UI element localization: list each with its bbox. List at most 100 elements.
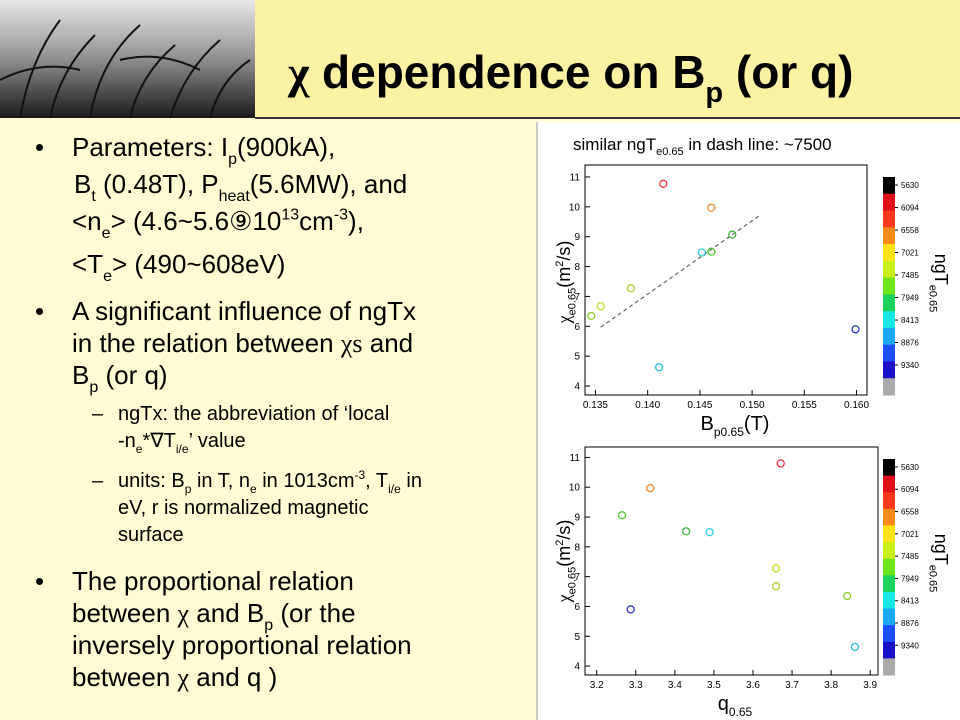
dash-line xyxy=(600,214,761,328)
text-run: 2 xyxy=(554,261,566,267)
colorbar-segment xyxy=(883,575,895,593)
text-run: χ xyxy=(287,47,310,98)
y-axis-label: χe0.65(m2/s) xyxy=(554,520,579,604)
body-line: between χ and Bp (or the xyxy=(72,598,356,634)
text-run: ∇ xyxy=(149,430,164,452)
slide-title: χ dependence on Bp (or q) xyxy=(287,46,853,109)
data-point xyxy=(596,302,605,311)
y-axis-label: χe0.65(m2/s) xyxy=(554,241,579,325)
colorbar-segment xyxy=(883,210,895,228)
text-run: 13 xyxy=(281,207,299,224)
colorbar-segment xyxy=(883,558,895,576)
text-run: B xyxy=(701,413,714,435)
data-point xyxy=(659,179,668,188)
text-run: p xyxy=(185,482,192,496)
y-tick-label: 5 xyxy=(574,352,580,363)
text-run: e xyxy=(250,482,257,496)
text-run: in the relation between xyxy=(72,328,341,358)
data-point xyxy=(771,582,781,591)
text-run: e xyxy=(103,268,112,285)
x-tick-label: 3.8 xyxy=(824,680,838,691)
x-tick-label: 0.150 xyxy=(740,400,765,411)
colorbar-tick-label: 6558 xyxy=(901,226,919,235)
body-line: surface xyxy=(118,524,184,546)
colorbar-segment xyxy=(883,658,895,676)
colorbar-tick-label: 8413 xyxy=(901,597,919,606)
data-point xyxy=(697,248,707,257)
text-run: -n xyxy=(118,430,136,452)
text-run: i/e xyxy=(388,482,401,496)
text-run: 0.65 xyxy=(729,705,753,719)
body-line: A significant influence of ngTx xyxy=(72,296,416,326)
colorbar-segment xyxy=(883,378,895,396)
text-run: 10 xyxy=(252,206,281,236)
bullet-marker: • xyxy=(35,296,44,326)
text-run: (T) xyxy=(744,413,770,435)
body-line: Bt (0.48T), Pheat(5.6MW), and xyxy=(74,169,407,205)
data-point xyxy=(646,483,655,493)
text-run: in dash line: ~7500 xyxy=(684,135,832,154)
data-point xyxy=(587,311,596,320)
text-run: -3 xyxy=(355,468,366,482)
x-tick-label: 3.4 xyxy=(668,680,682,691)
colorbar-segment xyxy=(883,459,895,477)
body-line: -ne*∇Ti/e’ value xyxy=(118,430,246,456)
text-run: e xyxy=(102,225,111,242)
text-run: p xyxy=(89,379,98,396)
colorbar-segment xyxy=(883,542,895,560)
chart-title: similar ngTe0.65 in dash line: ~7500 xyxy=(573,135,832,158)
text-run: in T, n xyxy=(191,470,250,492)
body-line: between χ and q ) xyxy=(72,662,277,692)
data-point xyxy=(682,527,691,536)
text-run: t xyxy=(91,188,96,205)
text-run: (or q) xyxy=(723,46,853,98)
text-run: χs xyxy=(340,329,363,358)
text-run: , T xyxy=(365,470,388,492)
data-point xyxy=(728,230,737,239)
text-run: (m xyxy=(554,546,574,567)
colorbar-tick-label: 6094 xyxy=(901,204,919,213)
colorbar-segment xyxy=(883,193,895,212)
colorbar-tick-label: 9340 xyxy=(901,641,919,650)
text-run: heat xyxy=(219,188,251,205)
body-line: ngTx: the abbreviation of ‘local xyxy=(118,403,389,425)
text-run: B xyxy=(72,360,89,390)
x-tick-label: 3.9 xyxy=(863,680,877,691)
data-point xyxy=(851,325,860,334)
text-run: and q ) xyxy=(189,662,277,692)
y-tick-label: 11 xyxy=(570,172,581,183)
colorbar-tick-label: 9340 xyxy=(901,361,919,370)
text-run: B xyxy=(74,169,91,199)
text-run: e0.65 xyxy=(566,288,578,316)
colorbar-tick-label: 6094 xyxy=(901,485,919,494)
text-run: (or q) xyxy=(98,360,167,390)
y-tick-label: 4 xyxy=(574,662,580,673)
colorbar-tick-label: 5630 xyxy=(901,181,919,190)
x-axis-label: q0.65 xyxy=(718,693,753,719)
text-run: eV, r is normalized magnetic xyxy=(118,497,369,519)
text-run: 13 xyxy=(306,470,328,492)
bullet-marker: • xyxy=(35,132,44,162)
text-run: e0.65 xyxy=(927,565,939,593)
bullet-marker: • xyxy=(35,566,44,596)
text-run: inversely proportional relation xyxy=(72,630,412,660)
y-tick-label: 6 xyxy=(574,602,580,613)
colorbar-segment xyxy=(883,591,895,610)
colorbar-tick-label: 7021 xyxy=(901,248,919,257)
colorbar-segment xyxy=(883,492,895,510)
body-line: Bp (or q) xyxy=(72,360,168,396)
text-run: ), xyxy=(348,206,364,236)
data-point xyxy=(707,247,716,256)
text-run: between xyxy=(72,662,178,692)
colorbar-segment xyxy=(883,311,895,329)
text-run: > (490~608eV) xyxy=(112,249,285,279)
bullet-marker: – xyxy=(92,470,104,492)
colorbar-tick-label: 7949 xyxy=(901,574,919,583)
x-tick-label: 3.2 xyxy=(590,680,604,691)
text-run: in 10 xyxy=(257,470,306,492)
body-line: <Te> (490~608eV) xyxy=(72,249,285,285)
x-tick-label: 3.7 xyxy=(785,680,799,691)
text-run: T xyxy=(164,430,176,452)
x-tick-label: 0.140 xyxy=(635,400,660,411)
